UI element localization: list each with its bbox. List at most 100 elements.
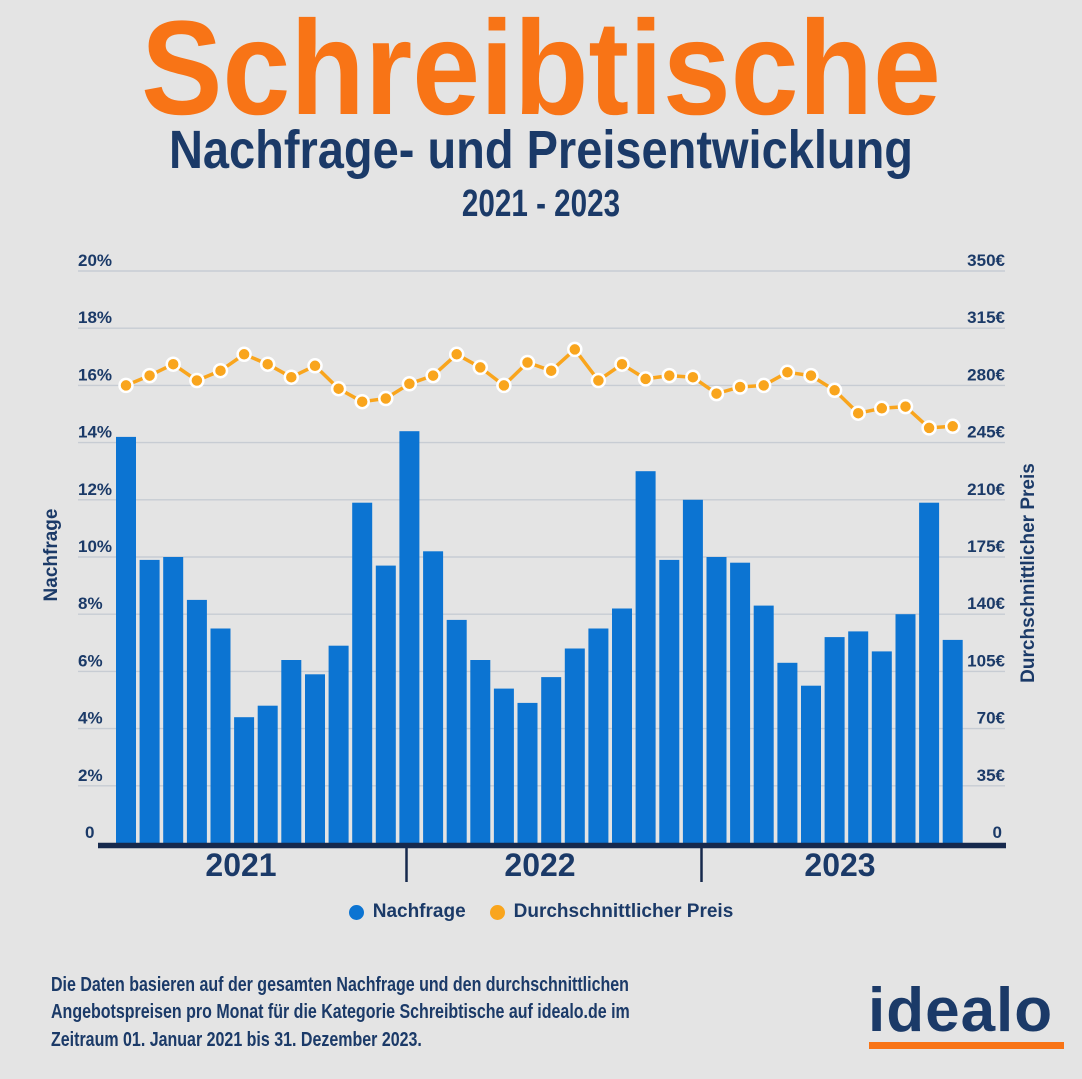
price-tick-label: 105€ [967,651,1005,670]
demand-tick-label: 10% [78,537,112,556]
demand-tick-label: 6% [78,651,103,670]
page-title: Schreibtische [141,0,941,143]
price-point [118,377,134,394]
demand-bar [753,605,774,843]
price-tick-label: 245€ [967,423,1005,442]
price-point [897,398,914,415]
demand-price-combo-chart: 20% 350€ 18% 315€ 16% 280€ 14% 245€ 12% 210€ 10% 17… [41,251,1039,883]
demand-tick-label: 16% [78,365,112,384]
idealo-logo-underline [869,1042,1064,1049]
demand-tick-label: 14% [78,423,112,442]
demand-bar [423,551,444,843]
price-tick-label: 0 [993,823,1002,842]
price-legend-label: Durchschnittlicher Preis [513,901,734,922]
demand-bar [186,599,207,843]
demand-tick-label: 4% [78,709,103,728]
price-point [755,377,772,394]
demand-tick-label: 0 [85,823,94,842]
price-point [874,400,890,417]
price-point [708,385,725,402]
price-point [519,354,536,371]
demand-bar [257,705,278,843]
demand-axis-title: Nachfrage [41,509,62,602]
demand-bar [895,614,916,843]
legend-item-demand: Nachfrage [348,901,466,923]
idealo-logo-wordmark: idealo [868,976,1054,1045]
demand-bar [706,557,727,843]
price-point [661,367,678,384]
footnote: Die Daten basieren auf der gesamten Nach… [51,972,643,1054]
demand-bar [210,628,231,843]
price-point [803,367,819,384]
year-label: 2023 [804,847,875,883]
price-point [448,346,465,363]
price-point [685,369,701,385]
demand-bar [281,660,302,843]
demand-bar [139,559,160,843]
price-point [425,367,441,384]
price-point [330,380,347,397]
demand-legend-label: Nachfrage [372,901,466,922]
demand-tick-label: 2% [78,766,103,785]
demand-legend-dot-icon [348,904,364,920]
demand-bar [777,662,798,843]
footnote-line: Zeitraum 01. Januar 2021 bis 31. Dezembe… [51,1028,422,1051]
price-point [189,372,205,389]
price-point [732,379,748,395]
price-point [850,405,866,421]
demand-tick-label: 8% [78,594,103,613]
demand-bar [163,557,184,843]
demand-bar [919,502,940,843]
price-tick-label: 210€ [967,480,1005,499]
demand-tick-label: 20% [78,251,112,270]
price-point [259,356,276,372]
demand-bar [730,562,751,843]
page-subtitle: Nachfrage- und Preisentwicklung [168,120,913,180]
demand-bar [305,674,325,843]
demand-bar [635,471,656,843]
price-tick-label: 315€ [967,308,1005,327]
price-point [307,358,323,374]
price-tick-label: 140€ [967,594,1005,613]
price-point [826,382,843,399]
idealo-logo: idealo [868,976,1068,1049]
price-tick-label: 280€ [967,365,1005,384]
price-tick-label: 35€ [977,766,1006,785]
demand-bar [659,559,680,843]
price-point [496,377,512,394]
demand-bar [352,502,373,843]
price-point [921,420,937,436]
price-point [141,367,158,384]
year-label: 2021 [205,847,276,883]
demand-bar [871,651,892,843]
demand-bar [612,608,632,843]
footnote-line: Angebotspreisen pro Monat für die Katego… [51,1001,630,1024]
footnote-line: Die Daten basieren auf der gesamten Nach… [51,974,629,996]
price-point [590,372,607,389]
demand-bar [116,436,136,843]
demand-bar [446,619,467,843]
price-point [472,359,489,376]
demand-tick-label: 18% [78,308,112,327]
demand-bar [824,637,845,843]
period-label: 2021 - 2023 [461,183,621,225]
demand-bar [375,565,396,843]
price-point [354,393,370,410]
price-point [614,356,630,372]
demand-bar [564,648,585,843]
year-label: 2022 [504,847,575,883]
demand-bar [942,639,963,843]
price-point [543,362,559,379]
price-point [283,369,300,385]
price-point [567,341,583,358]
demand-bar [470,660,491,843]
demand-bar [848,631,869,843]
demand-bar [234,717,255,843]
demand-bar [588,628,609,843]
chart-legend: Nachfrage Durchschnittlicher Preis [0,901,1082,923]
price-tick-label: 70€ [977,709,1006,728]
demand-tick-label: 12% [78,480,112,499]
price-legend-dot-icon [489,904,505,920]
price-point [165,356,181,372]
